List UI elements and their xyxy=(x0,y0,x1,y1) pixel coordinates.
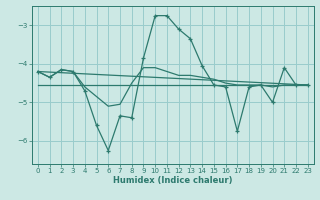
X-axis label: Humidex (Indice chaleur): Humidex (Indice chaleur) xyxy=(113,176,233,185)
